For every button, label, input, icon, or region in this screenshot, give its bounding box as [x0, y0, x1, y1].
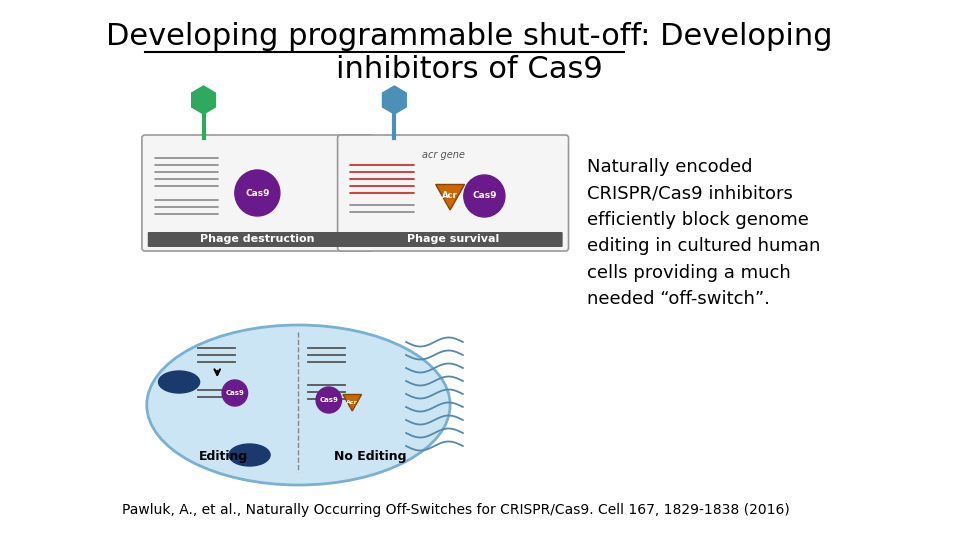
Text: Cas9: Cas9: [320, 397, 338, 403]
FancyBboxPatch shape: [148, 232, 367, 247]
FancyBboxPatch shape: [344, 232, 563, 247]
Ellipse shape: [158, 371, 200, 393]
Text: No Editing: No Editing: [334, 450, 406, 463]
Text: Cas9: Cas9: [245, 188, 270, 198]
Ellipse shape: [229, 444, 270, 466]
Text: Naturally encoded
CRISPR/Cas9 inhibitors
efficiently block genome
editing in cul: Naturally encoded CRISPR/Cas9 inhibitors…: [588, 158, 821, 308]
Ellipse shape: [147, 325, 450, 485]
Text: Editing: Editing: [199, 450, 248, 463]
Circle shape: [222, 380, 248, 406]
FancyBboxPatch shape: [142, 135, 372, 251]
Text: Pawluk, A., et al., Naturally Occurring Off-Switches for CRISPR/Cas9. Cell 167, : Pawluk, A., et al., Naturally Occurring …: [122, 503, 790, 517]
Circle shape: [235, 170, 280, 216]
Text: Phage destruction: Phage destruction: [200, 234, 315, 244]
Text: Developing programmable shut-off: Developing: Developing programmable shut-off: Develo…: [107, 22, 833, 51]
Text: acr gene: acr gene: [421, 150, 465, 160]
Circle shape: [316, 387, 342, 413]
Text: Acr: Acr: [443, 192, 458, 200]
FancyBboxPatch shape: [338, 135, 568, 251]
Circle shape: [464, 175, 505, 217]
Text: Acr: Acr: [347, 401, 358, 406]
Text: Cas9: Cas9: [472, 192, 496, 200]
Text: Phage survival: Phage survival: [407, 234, 499, 244]
Text: Cas9: Cas9: [226, 390, 244, 396]
Text: inhibitors of Cas9: inhibitors of Cas9: [336, 55, 603, 84]
